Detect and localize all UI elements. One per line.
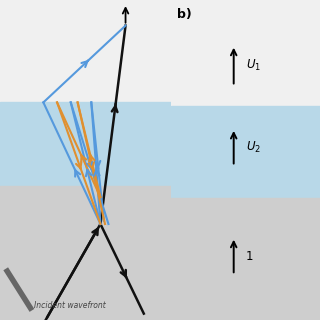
- Bar: [171, 198, 320, 320]
- Text: $U_1$: $U_1$: [246, 58, 261, 73]
- Text: 1: 1: [246, 250, 253, 262]
- Bar: [0, 186, 171, 320]
- Bar: [0, 102, 171, 186]
- Bar: [171, 106, 320, 198]
- Text: $U_2$: $U_2$: [246, 140, 260, 155]
- Text: b): b): [177, 8, 192, 21]
- Text: Incident wavefront: Incident wavefront: [34, 301, 106, 310]
